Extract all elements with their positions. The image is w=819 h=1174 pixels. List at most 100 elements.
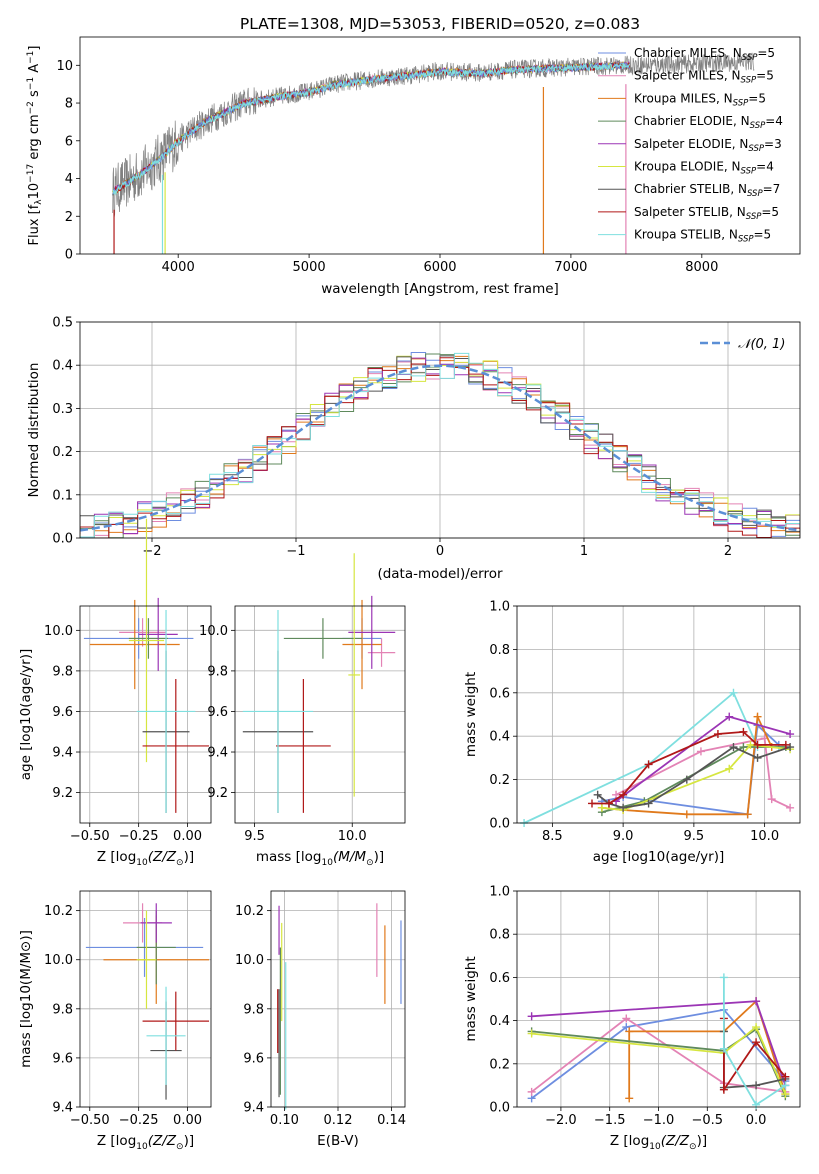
y-tick-label: 10 xyxy=(56,59,73,74)
y-axis-label: mass weight xyxy=(463,672,479,757)
mass-weight-marker-kroupa_stelib xyxy=(752,1100,761,1109)
y-tick-label: 2 xyxy=(65,210,73,225)
mass-weight-marker-salpeter_elodie xyxy=(725,712,734,721)
y-tick-label: 10.0 xyxy=(44,953,73,968)
x-tick-label: −2 xyxy=(142,544,161,559)
y-tick-label: 0.0 xyxy=(489,817,510,832)
mass-weight-marker-salpeter_miles xyxy=(527,1087,536,1096)
y-tick-label: 0.3 xyxy=(52,402,73,417)
y-tick-label: 0.5 xyxy=(52,316,73,331)
y-tick-label: 0.1 xyxy=(52,488,73,503)
x-tick-label: 9.5 xyxy=(684,829,705,844)
x-axis-label: Z [log10(Z/Z⊙)] xyxy=(610,1133,707,1152)
mass-weight-marker-kroupa_miles xyxy=(743,810,752,819)
mass-weight-marker-kroupa_stelib xyxy=(781,1081,790,1090)
x-axis-label: Z [log10(Z/Z⊙)] xyxy=(97,849,194,868)
mass-weight-marker-kroupa_elodie xyxy=(527,1029,536,1038)
age_vs_mass-points xyxy=(242,553,396,813)
y-tick-label: 0.6 xyxy=(489,686,510,701)
legend-entry: Kroupa STELIB, NSSP=5 xyxy=(634,228,771,245)
mass-weight-marker-salpeter_stelib xyxy=(619,790,628,799)
x-axis-label: mass [log10(M/M⊙)] xyxy=(256,849,384,868)
y-tick-label: 0.2 xyxy=(52,445,73,460)
y-tick-label: 9.6 xyxy=(207,705,228,720)
y-tick-label: 0.0 xyxy=(489,1101,510,1116)
y-tick-label: 1.0 xyxy=(489,600,510,615)
y-tick-label: 9.8 xyxy=(52,664,73,679)
age_vs_mass-grid xyxy=(235,606,405,823)
mass_vs_z-points xyxy=(85,903,210,1100)
y-axis-label: mass [log10(M/M⊙)] xyxy=(18,930,34,1068)
mass-weight-marker-salpeter_stelib xyxy=(739,727,748,736)
legend-entry: Chabrier ELODIE, NSSP=4 xyxy=(634,114,783,131)
mass-weight-marker-chabrier_elodie xyxy=(739,743,748,752)
spectrum-legend: Chabrier MILES, NSSP=5 Salpeter MILES, NS… xyxy=(598,46,783,245)
age_vs_z-axes: −0.50 −0.25 0.00 9.2 9.4 9.6 9.8 10.0 xyxy=(44,606,211,844)
x-tick-label: 0.0 xyxy=(746,1113,767,1128)
mass_weight_vs_z-frame xyxy=(516,890,801,1108)
mass-weight-marker-chabrier_stelib xyxy=(753,753,762,762)
y-tick-label: 9.4 xyxy=(243,1101,264,1116)
y-tick-label: 0.8 xyxy=(489,928,510,943)
mass-weight-marker-salpeter_elodie xyxy=(786,730,795,739)
mass-weight-marker-salpeter_miles xyxy=(622,1014,631,1023)
mass-weight-marker-chabrier_stelib xyxy=(619,803,628,812)
mass-weight-marker-salpeter_stelib xyxy=(753,740,762,749)
y-tick-label: 4 xyxy=(65,172,73,187)
x-tick-label: −0.25 xyxy=(119,1113,159,1128)
mass-weight-marker-kroupa_elodie xyxy=(597,803,606,812)
y-tick-label: 9.2 xyxy=(207,786,228,801)
mass-weight-line-salpeter_stelib xyxy=(592,730,786,805)
mass-weight-marker-chabrier_stelib xyxy=(682,775,691,784)
y-axis-label: mass weight xyxy=(463,956,479,1041)
residuals-axes: −2 −1 0 1 2 0.0 0.1 0.2 0.3 0.4 0.5 xyxy=(52,316,800,559)
y-tick-label: 9.2 xyxy=(52,786,73,801)
x-tick-label: 0.00 xyxy=(173,829,202,844)
x-tick-label: 8.5 xyxy=(542,829,563,844)
mass_weight_vs_age-series xyxy=(520,688,795,827)
legend-entry: 𝒩(0, 1) xyxy=(738,337,785,352)
mass-weight-marker-kroupa_stelib xyxy=(719,973,728,982)
mass-weight-marker-kroupa_miles xyxy=(625,1094,634,1103)
mass-weight-marker-chabrier_stelib xyxy=(644,799,653,808)
y-tick-label: 0.4 xyxy=(52,359,73,374)
x-tick-label: 7000 xyxy=(554,260,587,275)
mass-weight-marker-kroupa_stelib xyxy=(729,688,738,697)
mass-weight-marker-kroupa_miles xyxy=(753,712,762,721)
x-axis-label: age [log10(age/yr)] xyxy=(593,849,725,865)
mass-weight-marker-chabrier_stelib xyxy=(752,1081,761,1090)
x-tick-label: 0.14 xyxy=(377,1113,406,1128)
age_vs_mass-axes: 9.5 10.0 9.2 9.4 9.6 9.8 10.0 xyxy=(199,606,405,844)
mass-weight-marker-chabrier_miles xyxy=(622,1023,631,1032)
mass-weight-marker-kroupa_elodie xyxy=(725,764,734,773)
y-tick-label: 10.0 xyxy=(44,624,73,639)
y-tick-label: 9.4 xyxy=(207,746,228,761)
x-tick-label: 2 xyxy=(724,544,732,559)
y-tick-label: 0 xyxy=(65,248,73,263)
x-tick-label: −0.50 xyxy=(70,1113,110,1128)
y-axis-label: age [log10(age/yr)] xyxy=(18,649,34,781)
x-tick-label: 0.10 xyxy=(270,1113,299,1128)
mass-weight-marker-salpeter_stelib xyxy=(781,1072,790,1081)
x-axis-label: E(B-V) xyxy=(317,1133,359,1149)
mass-weight-marker-salpeter_stelib xyxy=(713,730,722,739)
y-tick-label: 9.8 xyxy=(52,1002,73,1017)
x-tick-label: −1 xyxy=(286,544,305,559)
mass-weight-line-salpeter_stelib xyxy=(723,1018,787,1093)
mass_vs_z-axes: −0.50 −0.25 0.00 9.4 9.6 9.8 10.0 10.2 xyxy=(44,891,211,1128)
mass-weight-marker-kroupa_elodie xyxy=(781,1090,790,1099)
legend-entry: Salpeter MILES, NSSP=5 xyxy=(634,69,774,86)
mass-weight-marker-salpeter_stelib xyxy=(587,799,596,808)
y-tick-label: 9.4 xyxy=(52,746,73,761)
mass-weight-marker-salpeter_elodie xyxy=(752,997,761,1006)
y-axis-label: Flux [fλ10−17 erg cm−2 s−1 A−1] xyxy=(26,46,44,246)
mass_weight_vs_z-axes: −2.0 −1.5 −1.0 −0.5 0.0 0.0 0.2 0.4 0.6 0.8 1.0 xyxy=(489,885,800,1128)
legend-entry: Chabrier STELIB, NSSP=7 xyxy=(634,182,780,199)
mass-weight-marker-salpeter_stelib xyxy=(781,740,790,749)
x-tick-label: 4000 xyxy=(162,260,195,275)
y-tick-label: 8 xyxy=(65,97,73,112)
y-tick-label: 10.2 xyxy=(44,904,73,919)
mass_vs_ebv-frame xyxy=(270,890,406,1108)
y-tick-label: 9.8 xyxy=(243,1002,264,1017)
legend-entry: Salpeter STELIB, NSSP=5 xyxy=(634,205,779,222)
